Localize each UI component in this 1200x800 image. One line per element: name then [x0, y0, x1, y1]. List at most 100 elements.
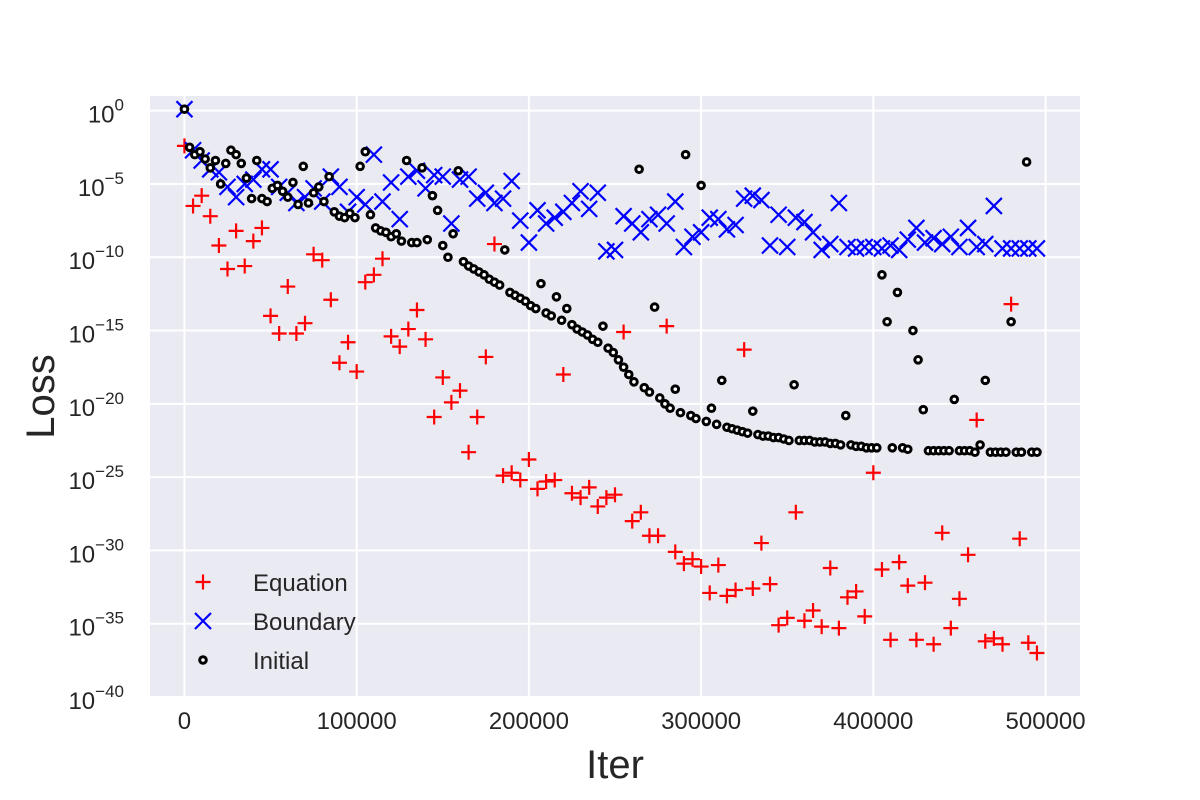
equation-point [676, 556, 692, 572]
initial-point [282, 192, 293, 202]
boundary-point [477, 183, 495, 202]
initial-point [706, 403, 717, 414]
y-tick-base: 10 [78, 175, 105, 202]
legend: Equation Boundary Initial [194, 570, 356, 675]
initial-point [970, 447, 980, 458]
initial-point [902, 444, 913, 455]
equation-point [245, 233, 261, 249]
initial-point [1032, 447, 1042, 458]
y-tick-label: 10−30 [68, 535, 124, 568]
initial-point [670, 384, 681, 394]
equation-point [495, 468, 511, 484]
initial-point [184, 142, 195, 153]
y-tick-label: 10−15 [68, 316, 124, 349]
equation-point [375, 251, 390, 267]
initial-point [618, 362, 629, 372]
equation-point [486, 236, 502, 252]
legend-marker-initial [198, 655, 208, 665]
boundary-point [580, 200, 598, 218]
equation-point [555, 367, 571, 383]
equation-point [280, 279, 296, 295]
plot-area [150, 96, 1080, 697]
boundary-point [907, 219, 926, 237]
equation-point [263, 308, 279, 324]
x-tick-label: 200000 [489, 708, 569, 735]
initial-point [1006, 316, 1016, 327]
equation-point [323, 292, 339, 308]
initial-point [561, 303, 572, 314]
equation-point [211, 238, 227, 254]
initial-point [298, 161, 309, 172]
equation-point [288, 325, 304, 341]
equation-point [831, 620, 847, 636]
y-tick-exponent: −35 [95, 609, 124, 628]
initial-point [918, 404, 929, 415]
boundary-point [571, 182, 590, 201]
initial-point [608, 347, 619, 358]
series-initial [179, 104, 1042, 458]
series-equation [176, 138, 1045, 661]
y-tick-exponent: −5 [105, 169, 124, 188]
equation-point [469, 409, 485, 425]
initial-point [701, 416, 712, 427]
initial-point [675, 407, 686, 418]
boundary-point [589, 183, 607, 202]
boundary-point [1028, 239, 1046, 258]
initial-point [220, 158, 231, 169]
equation-point [633, 504, 649, 520]
y-tick-base: 10 [68, 395, 95, 422]
initial-point [649, 302, 660, 312]
equation-point [693, 559, 709, 575]
initial-point [324, 171, 334, 182]
boundary-point [985, 197, 1003, 215]
boundary-point [959, 219, 977, 237]
equation-point [228, 223, 244, 239]
y-tick-label: 10−25 [68, 462, 124, 495]
initial-point [742, 428, 753, 438]
legend-item-boundary: Boundary [194, 609, 356, 636]
initial-point [691, 413, 701, 424]
x-tick-label: 300000 [661, 708, 741, 735]
equation-point [745, 581, 761, 597]
equation-point [986, 630, 1002, 646]
equation-point [771, 617, 787, 633]
boundary-point [812, 241, 831, 259]
boundary-point [494, 189, 512, 208]
initial-point [556, 315, 567, 326]
equation-point [538, 474, 554, 490]
initial-point [784, 435, 794, 446]
equation-point [237, 258, 253, 274]
initial-point [427, 190, 438, 201]
boundary-point [373, 192, 392, 211]
y-tick-label: 10−35 [68, 609, 124, 642]
equation-point [185, 198, 201, 214]
equation-point [443, 394, 459, 410]
initial-point [1021, 157, 1032, 167]
initial-point [236, 158, 247, 169]
y-tick-base: 10 [68, 468, 95, 495]
boundary-point [804, 223, 822, 242]
initial-point [598, 321, 608, 331]
boundary-point [675, 238, 693, 256]
y-tick-label: 10−40 [68, 682, 124, 715]
initial-point [200, 154, 210, 164]
tick-labels: 0 100000 200000 300000 400000 50000010010−510… [68, 96, 1085, 735]
equation-point [710, 557, 726, 573]
x-axis-title: Iter [586, 743, 644, 787]
boundary-point [1019, 239, 1038, 258]
initial-point [944, 445, 954, 456]
equation-point [254, 220, 270, 236]
y-tick-label: 10−10 [68, 242, 124, 275]
equation-point [719, 588, 735, 604]
equation-point [865, 465, 881, 481]
equation-point [685, 551, 700, 567]
equation-point [1003, 296, 1019, 312]
initial-point [262, 196, 272, 207]
boundary-point [511, 211, 530, 230]
equation-point [220, 261, 235, 277]
boundary-point [382, 173, 400, 192]
boundary-point [1002, 239, 1020, 258]
boundary-point [795, 213, 814, 231]
boundary-point [976, 235, 995, 253]
legend-item-equation: Equation [195, 570, 348, 597]
